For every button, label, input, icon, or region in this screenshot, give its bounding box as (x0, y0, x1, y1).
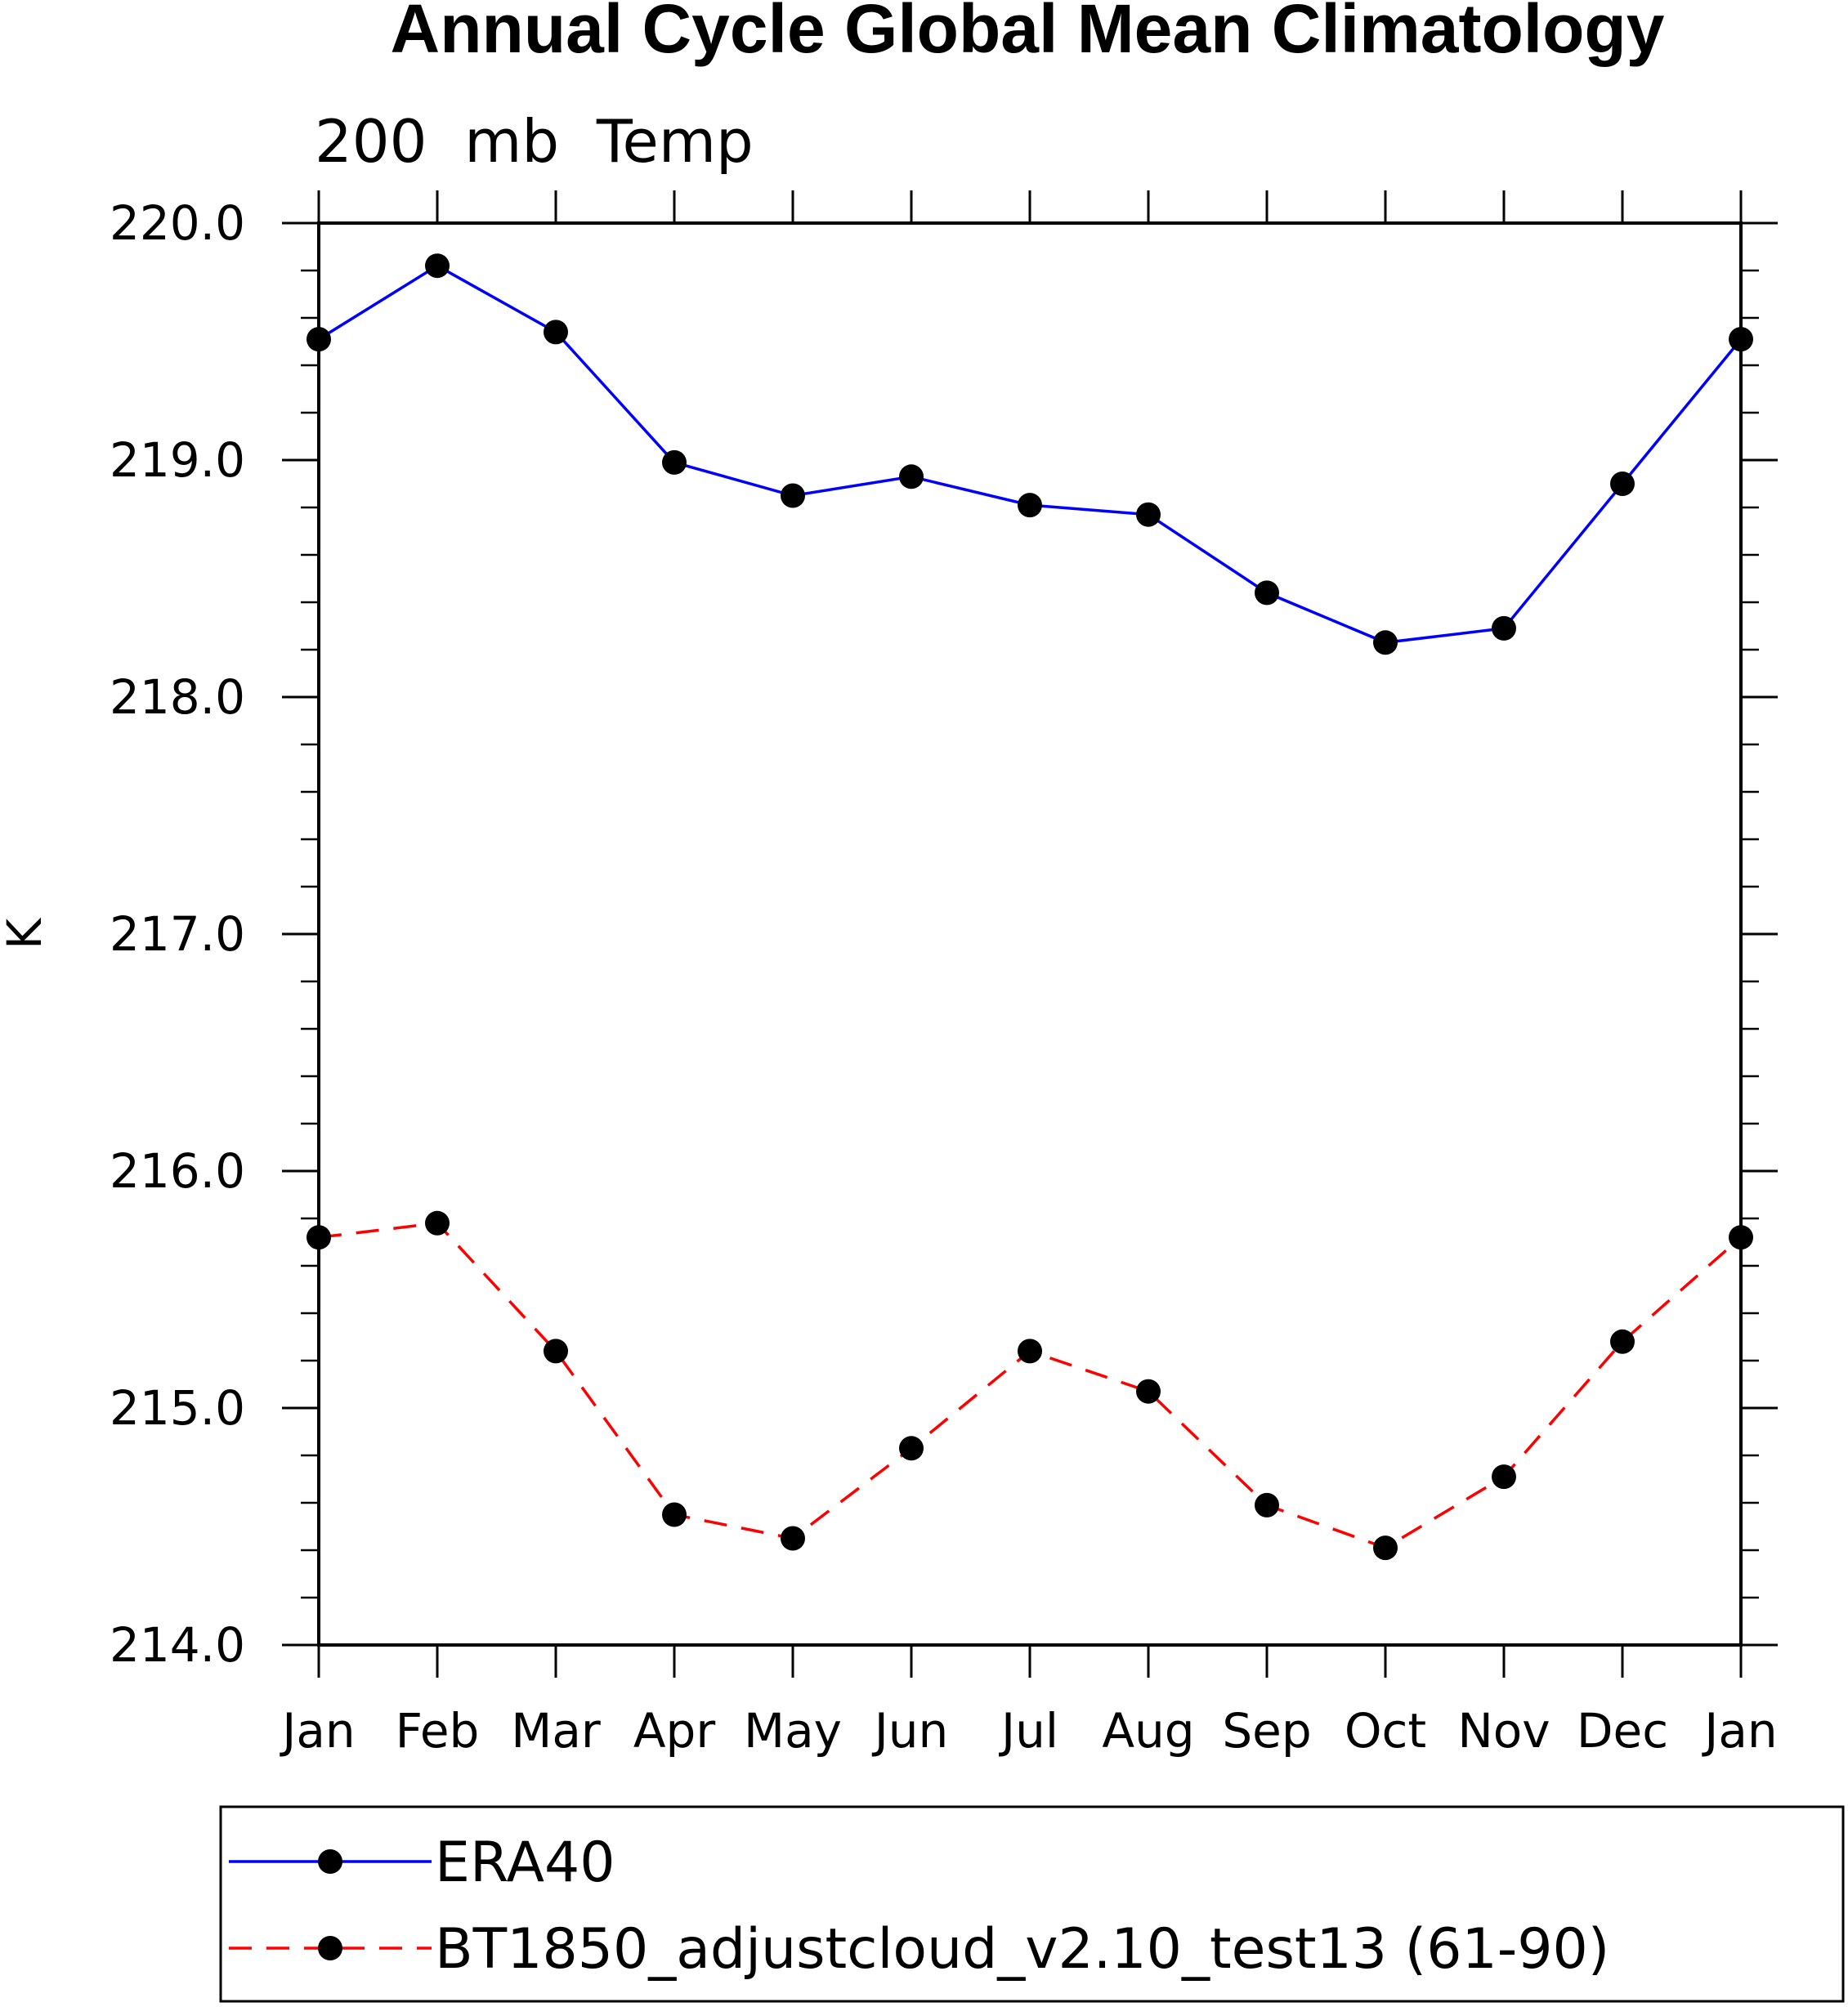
x-tick-label: Jun (872, 1703, 949, 1759)
data-point (1492, 615, 1516, 641)
x-tick-label: Apr (633, 1703, 715, 1759)
x-tick-label: May (744, 1703, 842, 1759)
plot-frame (317, 221, 1743, 1647)
y-tick-label: 217.0 (110, 906, 245, 962)
series-line-0 (318, 264, 1743, 645)
data-point (899, 1436, 924, 1461)
data-point (1136, 502, 1161, 527)
data-point (899, 464, 924, 489)
x-tick-label: Aug (1102, 1703, 1194, 1759)
data-point (662, 449, 687, 475)
data-point (781, 483, 805, 508)
y-tick-label: 220.0 (110, 195, 245, 251)
series-markers (307, 253, 1753, 1561)
y-tick-label: 215.0 (110, 1380, 245, 1436)
data-point (425, 253, 450, 279)
data-point (1492, 1464, 1516, 1490)
x-tick-label: Feb (396, 1703, 480, 1759)
axis-ticks (282, 190, 1778, 1678)
data-point (1373, 630, 1398, 655)
data-point (1018, 493, 1042, 518)
data-point (1373, 1535, 1398, 1561)
legend-box (219, 1805, 1845, 2003)
data-point (544, 1339, 568, 1364)
y-tick-label: 214.0 (110, 1617, 245, 1673)
y-tick-label: 219.0 (110, 432, 245, 488)
y-axis-label: K (0, 917, 52, 950)
x-tick-label: Jan (280, 1703, 355, 1759)
legend-label-1: BT1850_adjustcloud_v2.10_test13 (61-90) (435, 1917, 1609, 1982)
x-tick-label: Jul (999, 1703, 1058, 1759)
legend: ERA40 BT1850_adjustcloud_v2.10_test13 (61… (219, 1805, 1845, 2003)
data-point (1255, 1492, 1279, 1518)
data-point (544, 320, 568, 345)
data-point (781, 1526, 805, 1551)
y-tick-label: 218.0 (110, 669, 245, 725)
x-tick-label: Sep (1222, 1703, 1311, 1759)
x-tick-label: Nov (1457, 1703, 1550, 1759)
chart-title: Annual Cycle Global Mean Climatology (391, 0, 1665, 67)
data-point (425, 1210, 450, 1236)
x-tick-label: Jan (1702, 1703, 1777, 1759)
data-point (1136, 1379, 1161, 1404)
data-point (1255, 580, 1279, 606)
tick-labels: Jan Feb Mar Apr May Jun Jul Aug Sep Oct Nov Dec Jan 2… (110, 195, 1778, 1759)
x-tick-label: Mar (511, 1703, 601, 1759)
legend-marker-0 (318, 1849, 342, 1874)
legend-label-0: ERA40 (435, 1830, 615, 1895)
x-tick-label: Oct (1345, 1703, 1426, 1759)
series-line-1 (318, 1221, 1743, 1550)
legend-marker-1 (318, 1936, 342, 1960)
data-point (1018, 1339, 1042, 1364)
data-point (1610, 1329, 1635, 1354)
data-point (662, 1502, 687, 1527)
x-tick-label: Dec (1577, 1703, 1668, 1759)
data-point (1610, 472, 1635, 496)
y-tick-label: 216.0 (110, 1143, 245, 1199)
chart-subtitle: 200 mb Temp (315, 107, 754, 176)
